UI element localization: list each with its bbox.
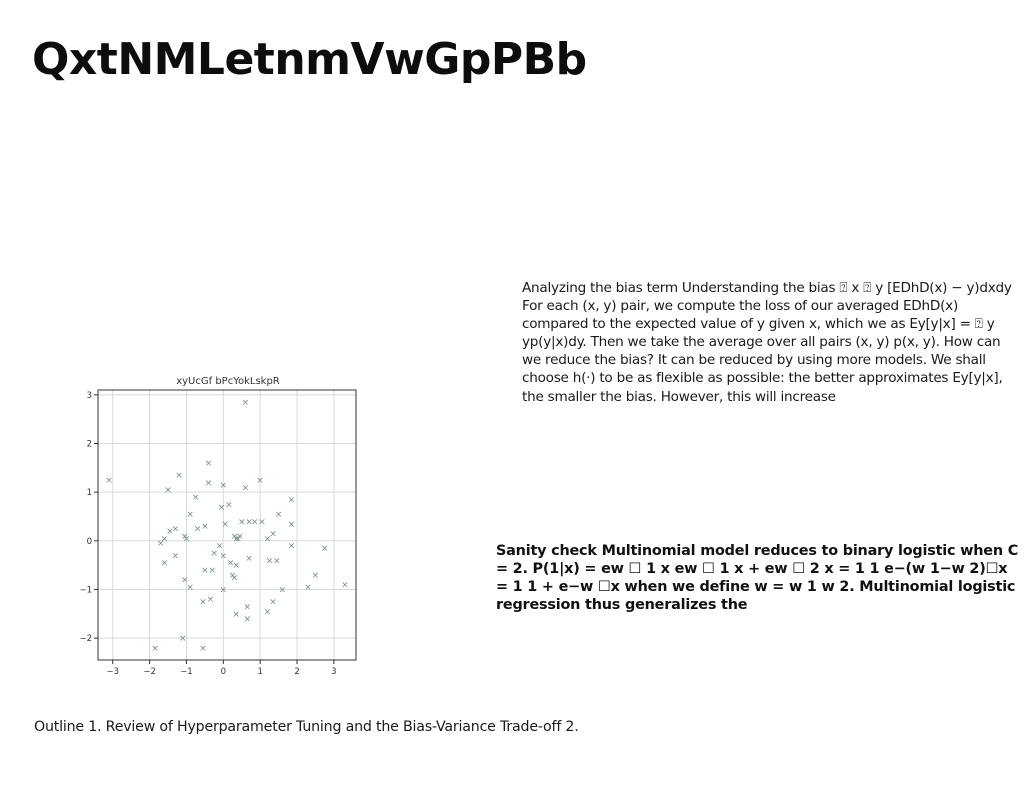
scatter-point: × (199, 644, 207, 654)
scatter-point: × (225, 500, 233, 510)
scatter-point: × (181, 576, 189, 586)
y-tick-label: 1 (87, 488, 92, 498)
scatter-point: × (234, 534, 242, 544)
scatter-point: × (201, 522, 209, 532)
scatter-point: × (186, 510, 194, 520)
x-tick-label: −1 (180, 667, 193, 677)
scatter-point: × (229, 571, 237, 581)
scatter-point: × (256, 476, 264, 486)
x-tick-label: 2 (294, 667, 299, 677)
scatter-point: × (183, 534, 191, 544)
y-tick-label: 3 (87, 391, 92, 401)
y-tick-label: −1 (79, 585, 92, 595)
scatter-point: × (269, 598, 277, 608)
scatter-point: × (205, 459, 213, 469)
scatter-point: × (242, 398, 250, 408)
scatter-point: × (157, 539, 165, 549)
scatter-point: × (312, 571, 320, 581)
scatter-point: × (231, 573, 239, 583)
scatter-point: × (273, 556, 281, 566)
scatter-point: × (258, 517, 266, 527)
chart-grid (98, 390, 356, 660)
chart-title: xyUcGf bPcYokLskpR (176, 376, 280, 387)
scatter-point: × (186, 583, 194, 593)
page-title: QxtNMLetnmVwGpPBb (32, 34, 587, 85)
scatter-point: × (264, 607, 272, 617)
scatter-point: × (175, 471, 183, 481)
scatter-point: × (232, 610, 240, 620)
scatter-point: × (269, 530, 277, 540)
scatter-point: × (201, 566, 209, 576)
scatter-point: × (194, 525, 202, 535)
x-tick-label: 0 (221, 667, 226, 677)
scatter-point: × (172, 525, 180, 535)
scatter-point: × (164, 486, 172, 496)
scatter-point: × (279, 585, 287, 595)
scatter-point: × (105, 476, 113, 486)
scatter-point: × (161, 534, 169, 544)
scatter-point: × (288, 520, 296, 530)
outline-text: Outline 1. Review of Hyperparameter Tuni… (34, 719, 579, 735)
scatter-point: × (166, 527, 174, 537)
scatter-point: × (220, 551, 228, 561)
scatter-point: × (232, 561, 240, 571)
x-tick-label: 3 (331, 667, 336, 677)
bias-paragraph: Analyzing the bias term Understanding th… (522, 280, 1012, 405)
scatter-point: × (151, 644, 159, 654)
scatter-point: × (304, 583, 312, 593)
sanity-check-paragraph: Sanity check Multinomial model reduces t… (496, 543, 1019, 613)
plot-frame (97, 389, 357, 661)
scatter-point: × (238, 517, 246, 527)
x-tick-label: −2 (143, 667, 156, 677)
y-tick-label: −2 (79, 634, 92, 644)
scatter-point: × (220, 481, 228, 491)
scatter-point: × (341, 581, 349, 591)
scatter-chart: xyUcGf bPcYokLskpR −3 −2 −1 0 1 2 3 −2 −1 0 1 2 3 × ×… (74, 372, 366, 680)
y-tick-label: 2 (87, 440, 92, 450)
scatter-point: × (232, 534, 240, 544)
scatter-point: × (208, 566, 216, 576)
scatter-point: × (275, 510, 283, 520)
scatter-point: × (220, 585, 228, 595)
scatter-point: × (264, 534, 272, 544)
scatter-point: × (243, 615, 251, 625)
scatter-point: × (199, 598, 207, 608)
scatter-point: × (179, 634, 187, 644)
x-tick-label: −3 (106, 667, 119, 677)
chart-ticks: −3 −2 −1 0 1 2 3 −2 −1 0 1 2 3 (79, 391, 336, 677)
scatter-point: × (205, 478, 213, 488)
scatter-point: × (243, 602, 251, 612)
scatter-point: × (227, 559, 235, 569)
scatter-point: × (221, 520, 229, 530)
chart-points: ××× ××× × ××××××××× × × ×× × ××× × ××× ××××××××× ×× ×… (105, 398, 348, 654)
scatter-point: × (192, 493, 200, 503)
x-tick-label: 1 (257, 667, 262, 677)
scatter-point: × (210, 549, 218, 559)
scatter-point: × (231, 532, 239, 542)
scatter-point: × (245, 554, 253, 564)
scatter-point: × (161, 559, 169, 569)
scatter-point: × (251, 517, 259, 527)
scatter-point: × (288, 495, 296, 505)
scatter-point: × (266, 556, 274, 566)
scatter-point: × (245, 517, 253, 527)
scatter-point: × (321, 544, 329, 554)
scatter-point: × (242, 483, 250, 493)
scatter-point: × (288, 542, 296, 552)
scatter-point: × (172, 551, 180, 561)
scatter-point: × (236, 532, 244, 542)
scatter-point: × (216, 542, 224, 552)
scatter-point: × (218, 503, 226, 513)
scatter-point: × (207, 595, 215, 605)
scatter-point: × (181, 532, 189, 542)
y-tick-label: 0 (87, 537, 92, 547)
